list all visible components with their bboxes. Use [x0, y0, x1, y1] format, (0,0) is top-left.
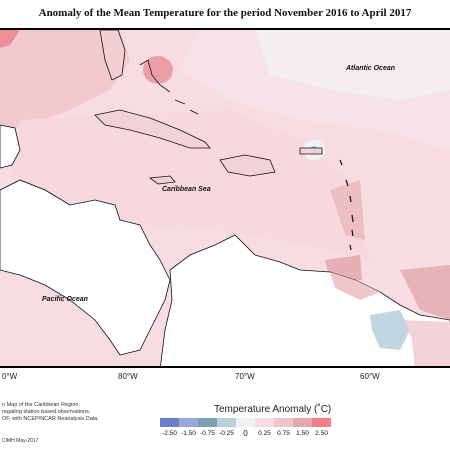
legend-tick-label: 0 [243, 429, 248, 438]
gulf-hot-region [0, 30, 20, 48]
label-atlantic-ocean: Atlantic Ocean [346, 65, 396, 72]
longitude-label-60w: 60°W [360, 372, 380, 381]
guianas-warm-region [400, 265, 450, 320]
legend-swatch-1 [179, 418, 198, 427]
legend-tick-label: 2.50 [315, 430, 328, 437]
legend-tick-label: -0.25 [219, 430, 234, 437]
bahamas-islands [139, 59, 199, 115]
east-warm-region [330, 180, 365, 240]
legend-tick-label: 1.50 [296, 430, 309, 437]
longitude-label-90w: 0°W [2, 372, 18, 381]
bahamas-hot-spot [143, 56, 173, 84]
legend-tick-label: -0.75 [200, 430, 215, 437]
legend-swatch-7 [293, 418, 312, 427]
legend-swatch-6 [274, 418, 293, 427]
longitude-label-80w: 80°W [118, 372, 138, 381]
guyana-cool-region [370, 310, 410, 350]
footer-note-line-1: n Map of the Caribbean Region. [2, 402, 80, 408]
label-pacific-ocean: Pacific Ocean [42, 296, 88, 303]
legend-swatch-4 [236, 418, 255, 427]
lesser-antilles [339, 159, 354, 251]
cuba-land [94, 109, 211, 149]
legend-tick-label: 0.75 [277, 430, 290, 437]
legend-color-bar [160, 418, 331, 427]
atlantic-neutral-region [255, 30, 450, 100]
legend-tick-label: -2.50 [162, 430, 177, 437]
atlantic-light-region [180, 30, 450, 150]
gulf-warm-region [0, 30, 130, 130]
legend-swatch-3 [217, 418, 236, 427]
credit-line: CIMH May-2017 [2, 438, 39, 444]
footer-note-line-2: regating station based observations, [2, 409, 91, 415]
coastal-warm-strip [330, 272, 380, 300]
legend-tick-label: -1.50 [181, 430, 196, 437]
legend-swatch-2 [198, 418, 217, 427]
legend-swatch-5 [255, 418, 274, 427]
jamaica-land [148, 175, 176, 185]
longitude-label-70w: 70°W [235, 372, 255, 381]
central-america-land [0, 179, 171, 356]
puerto-rico-land [299, 147, 323, 155]
yucatan-land [0, 124, 21, 169]
florida-land [99, 30, 126, 81]
anomaly-map: Atlantic Ocean Caribbean Sea Pacific Oce… [0, 28, 450, 368]
legend-title: Temperature Anomaly (˚C) [214, 404, 332, 415]
hispaniola-land [219, 154, 276, 177]
map-title: Anomaly of the Mean Temperature for the … [38, 7, 412, 19]
guianas-land-warm [405, 320, 450, 366]
legend-swatch-0 [160, 418, 179, 427]
gulf-of-honduras-coast [19, 179, 71, 206]
label-caribbean-sea: Caribbean Sea [162, 186, 211, 193]
legend-tick-label: 0.25 [258, 430, 271, 437]
legend-swatch-8 [312, 418, 331, 427]
footer-note-line-3: OF, with NCEP/NCAR Reanalysis Data. [2, 416, 99, 422]
